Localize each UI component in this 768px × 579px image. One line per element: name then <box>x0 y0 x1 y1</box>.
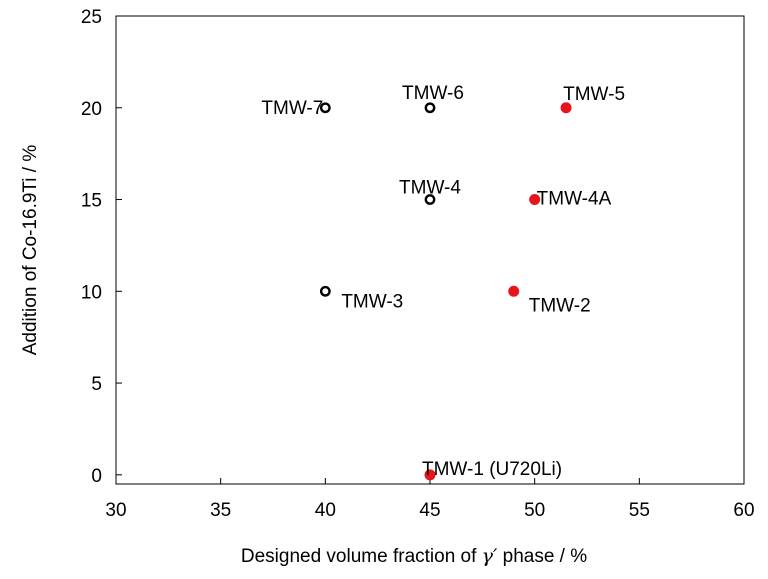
point-label: TMW-6 <box>402 83 464 104</box>
data-point-tmw-6 <box>424 102 436 114</box>
data-point-tmw-4a <box>529 194 541 206</box>
x-tick-label: 35 <box>210 500 231 521</box>
point-label: TMW-2 <box>529 295 591 316</box>
point-label: TMW-1 (U720Li) <box>422 459 562 480</box>
point-label: TMW-7 <box>261 98 323 119</box>
data-point-tmw-3 <box>319 285 331 297</box>
data-points <box>319 102 572 481</box>
y-axis-label: Addition of Co-16.9Ti / % <box>20 145 41 356</box>
y-tick-label: 15 <box>81 191 102 212</box>
x-axis-label-symbol: γ′ <box>482 545 498 567</box>
axis-ticks: 30 35 40 45 50 55 60 0 5 10 15 20 25 <box>81 7 755 521</box>
y-tick-label: 10 <box>81 282 102 303</box>
data-point-tmw-1 <box>424 469 436 481</box>
x-axis-label-suffix: phase / % <box>497 546 587 567</box>
y-tick-label: 5 <box>91 374 102 395</box>
data-point-tmw-7 <box>319 102 331 114</box>
point-label: TMW-3 <box>341 291 403 312</box>
point-label: TMW-4 <box>399 178 461 199</box>
point-label: TMW-4A <box>537 189 612 210</box>
data-point-tmw-5 <box>560 102 572 114</box>
data-point-tmw-2 <box>508 285 520 297</box>
x-tick-label: 45 <box>419 500 440 521</box>
point-labels: TMW-1 (U720Li) TMW-2 TMW-3 TMW-4 TMW-4A TMW-5… <box>261 83 625 480</box>
x-tick-label: 40 <box>315 500 336 521</box>
x-tick-label: 50 <box>524 500 545 521</box>
x-tick-label: 60 <box>733 500 754 521</box>
y-tick-label: 25 <box>81 7 102 28</box>
y-tick-label: 0 <box>91 466 102 487</box>
x-tick-label: 55 <box>629 500 650 521</box>
x-axis-label-prefix: Designed volume fraction of <box>241 546 482 567</box>
data-point-tmw-4 <box>424 194 436 205</box>
x-axis-label: Designed volume fraction of γ′ phase / % <box>241 545 587 567</box>
point-label: TMW-5 <box>563 84 625 105</box>
x-tick-label: 30 <box>105 500 126 521</box>
y-tick-label: 20 <box>81 99 102 120</box>
